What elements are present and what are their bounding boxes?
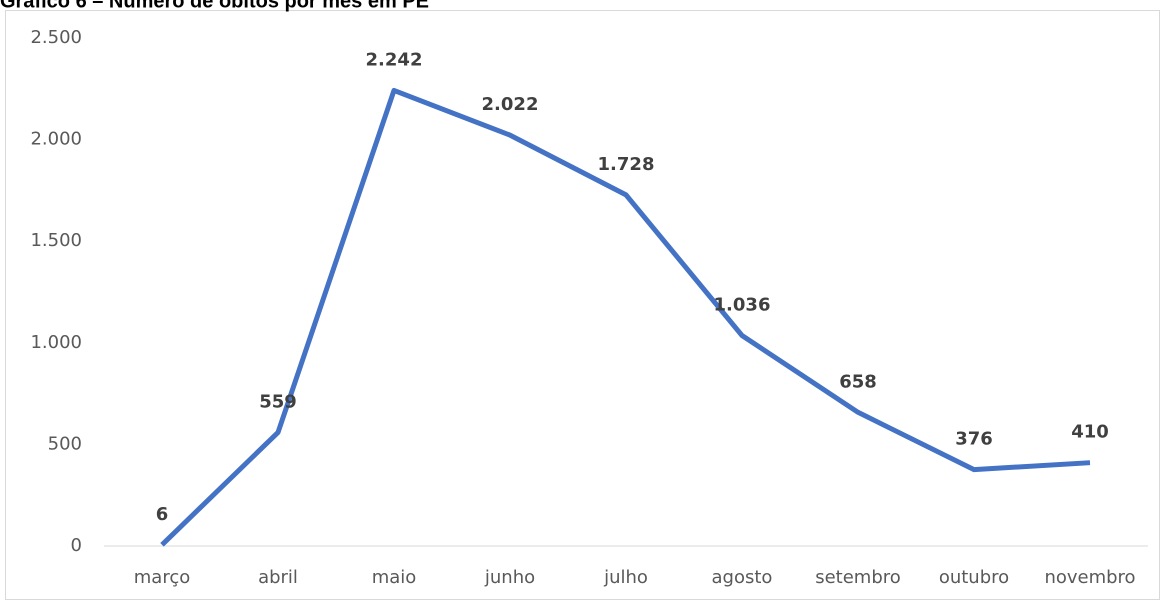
- x-tick-label: maio: [372, 567, 417, 588]
- data-label: 376: [955, 429, 993, 450]
- chart-title: Gráfico 6 – Número de óbitos por mês em …: [0, 0, 429, 12]
- data-label: 2.242: [366, 49, 423, 70]
- y-tick-label: 1.000: [30, 332, 82, 353]
- y-tick-label: 1.500: [30, 230, 82, 251]
- data-label: 1.728: [598, 154, 655, 175]
- data-label: 2.022: [482, 94, 539, 115]
- data-label: 410: [1071, 422, 1109, 443]
- data-label: 559: [259, 391, 297, 412]
- x-tick-label: agosto: [712, 567, 773, 588]
- y-tick-label: 2.500: [30, 27, 82, 48]
- x-tick-label: outubro: [939, 567, 1009, 588]
- y-tick-label: 500: [48, 433, 82, 454]
- x-tick-label: julho: [603, 567, 648, 588]
- data-label: 1.036: [714, 294, 771, 315]
- y-tick-label: 2.000: [30, 129, 82, 150]
- line-series: [160, 87, 1091, 547]
- chart-frame: [5, 10, 1160, 600]
- x-tick-label: setembro: [815, 567, 901, 588]
- x-tick-label: março: [134, 567, 190, 588]
- x-tick-label: abril: [258, 567, 298, 588]
- y-tick-label: 0: [71, 535, 82, 556]
- x-tick-label: novembro: [1044, 567, 1135, 588]
- data-label: 658: [839, 371, 877, 392]
- data-label: 6: [156, 504, 169, 525]
- x-tick-label: junho: [484, 567, 535, 588]
